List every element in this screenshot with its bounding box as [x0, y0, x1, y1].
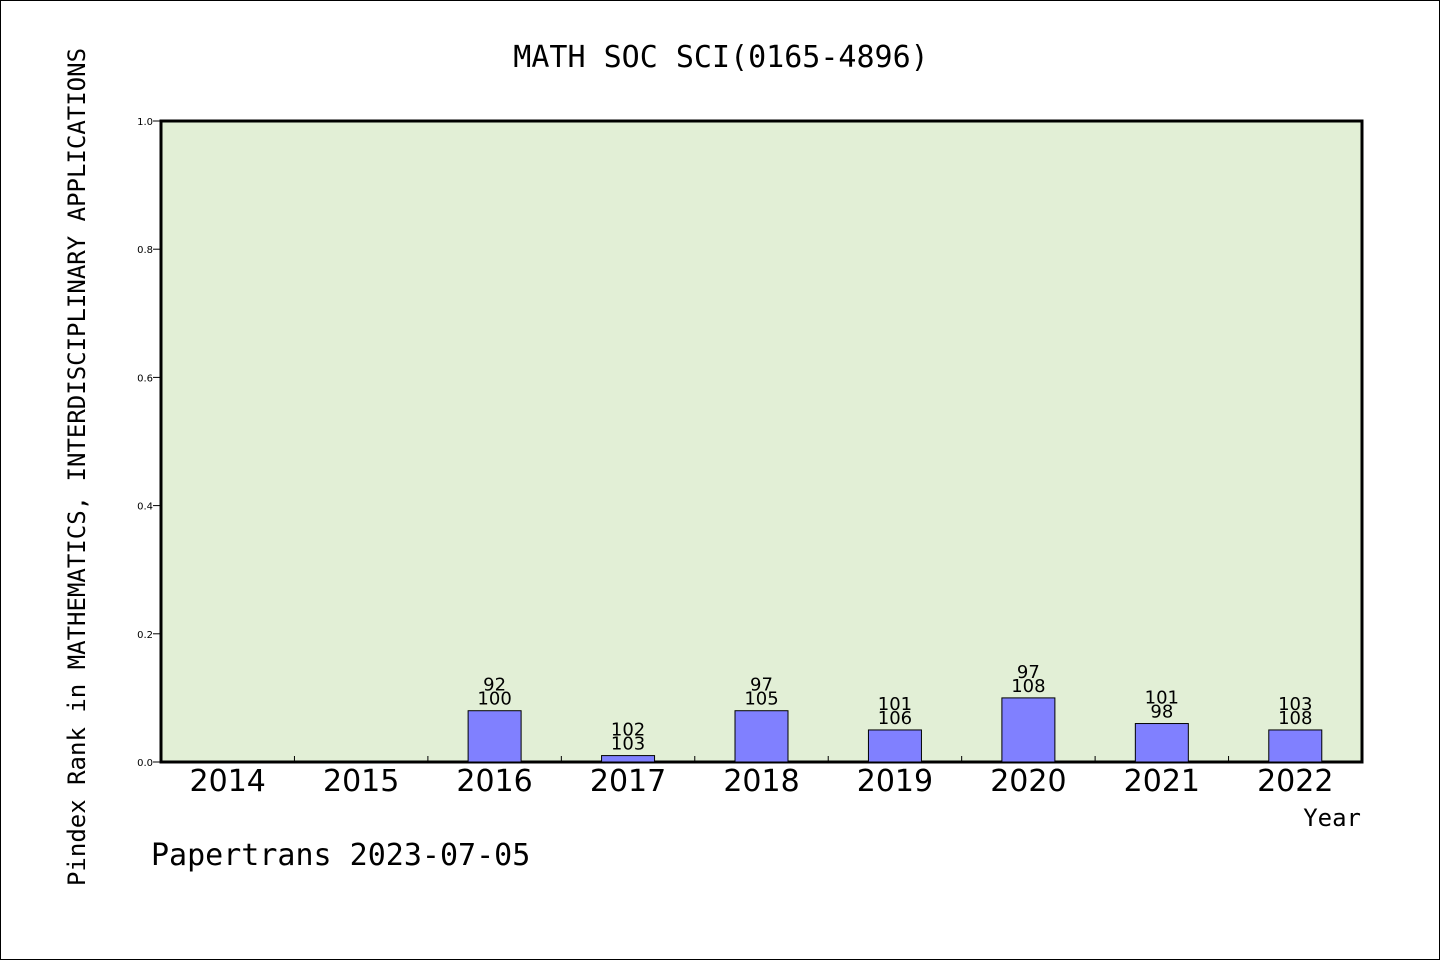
x-tick-label: 2022: [1257, 764, 1333, 799]
y-tick-label: 0.4: [137, 502, 153, 513]
data-label-bottom: 103: [611, 734, 645, 755]
x-axis-label: Year: [1303, 804, 1361, 832]
bars: [467, 697, 1323, 763]
data-label-bottom: 108: [1011, 676, 1045, 697]
y-axis-label: Pindex Rank in MATHEMATICS, INTERDISCIPL…: [63, 48, 91, 886]
plot-area: [159, 119, 1364, 764]
bar: [601, 755, 656, 763]
x-axis: [293, 756, 1230, 762]
data-label-top: 103: [1278, 694, 1312, 715]
bar: [1134, 723, 1189, 763]
data-label-top: 102: [611, 720, 645, 741]
y-axis: 0.0 0.2 0.4 0.6 0.8 1.0: [137, 117, 161, 769]
bar: [867, 729, 922, 763]
x-tick-label: 2016: [456, 764, 532, 799]
data-label-bottom: 106: [878, 708, 912, 729]
footer-text: Papertrans 2023-07-05: [151, 838, 530, 873]
x-tick-labels: 2014 2015 2016 2017 2018 2019 2020 2021 2022: [190, 764, 1334, 799]
data-label-top: 101: [1145, 688, 1179, 709]
data-label-bottom: 108: [1278, 708, 1312, 729]
bar: [1001, 697, 1056, 763]
data-label-top: 97: [1017, 662, 1040, 683]
chart-title: MATH SOC SCI(0165-4896): [513, 40, 928, 75]
x-tick-label: 2017: [590, 764, 666, 799]
data-label-top: 92: [483, 675, 506, 696]
y-tick-label: 0.8: [137, 245, 153, 256]
data-label-top: 101: [878, 694, 912, 715]
bar: [467, 710, 522, 763]
y-tick-label: 0.0: [137, 758, 153, 769]
y-tick-label: 0.2: [137, 630, 153, 641]
bar: [734, 710, 789, 763]
data-label-top: 97: [750, 675, 773, 696]
x-tick-label: 2020: [990, 764, 1066, 799]
data-label-bottom: 105: [744, 689, 778, 710]
x-tick-label: 2021: [1124, 764, 1200, 799]
bar: [1268, 729, 1323, 763]
y-tick-label: 1.0: [137, 117, 153, 128]
x-tick-label: 2014: [190, 764, 266, 799]
y-tick-label: 0.6: [137, 373, 153, 384]
data-label-bottom: 98: [1150, 702, 1173, 723]
x-tick-label: 2019: [857, 764, 933, 799]
x-tick-label: 2015: [323, 764, 399, 799]
x-tick-label: 2018: [723, 764, 799, 799]
data-label-bottom: 100: [477, 689, 511, 710]
